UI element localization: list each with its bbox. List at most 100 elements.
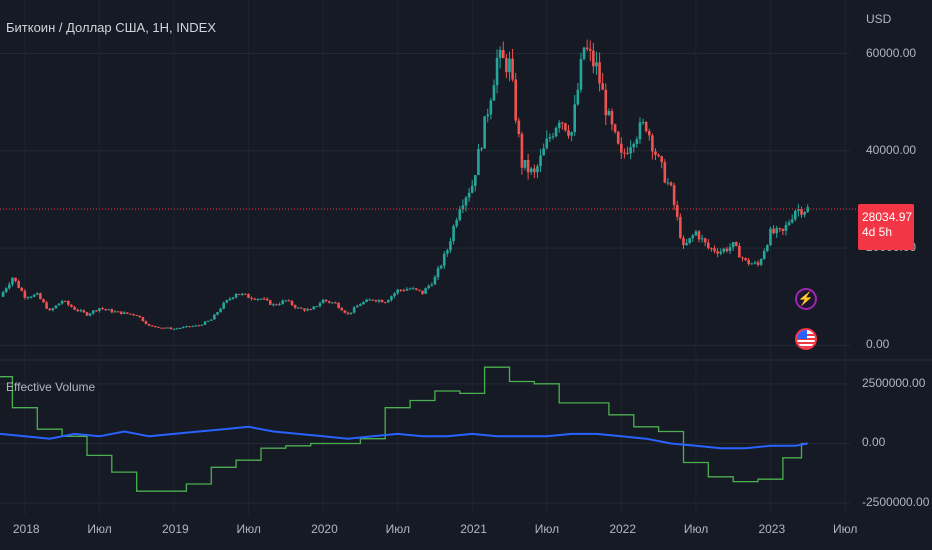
candle-body — [427, 285, 431, 289]
candle-body — [666, 182, 670, 184]
candle-body — [144, 321, 148, 325]
candle-body — [647, 131, 651, 136]
candle-body — [374, 300, 378, 302]
candle-body — [722, 248, 726, 252]
candle-body — [241, 293, 244, 295]
candle-body — [790, 219, 794, 223]
candle-body — [756, 262, 760, 265]
candle-body — [713, 248, 716, 252]
candle-body — [601, 83, 604, 90]
candle-body — [703, 238, 707, 243]
candle-body — [800, 208, 803, 215]
candle-body — [700, 238, 704, 240]
candle-body — [747, 259, 750, 265]
candle-body — [67, 301, 70, 305]
candle-body — [477, 149, 480, 176]
candle-body — [405, 289, 409, 291]
candle-body — [672, 185, 676, 206]
candle-body — [122, 312, 126, 314]
candle-body — [604, 89, 608, 116]
chart-title: Биткоин / Доллар США, 1H, INDEX — [6, 20, 216, 35]
candle-body — [63, 300, 67, 302]
candle-body — [284, 300, 288, 302]
candle-body — [45, 302, 48, 309]
candle-body — [54, 305, 58, 309]
candle-body — [694, 231, 698, 236]
candle-body — [324, 299, 328, 302]
candle-body — [455, 220, 458, 227]
candle-body — [300, 307, 303, 309]
candle-body — [268, 300, 272, 305]
candle-body — [778, 228, 782, 230]
candle-body — [430, 284, 434, 286]
time-tick-label: 2019 — [161, 522, 189, 536]
candle-body — [679, 216, 682, 238]
candle-body — [42, 299, 45, 303]
candle-body — [57, 303, 61, 306]
candle-body — [141, 317, 145, 322]
candle-body — [750, 263, 754, 265]
candle-body — [331, 302, 334, 304]
indicator-tick-label: 0.00 — [862, 435, 886, 450]
candle-body — [592, 50, 595, 67]
candle-body — [383, 302, 387, 304]
candle-body — [629, 147, 632, 154]
candle-body — [309, 309, 312, 311]
candle-body — [377, 300, 381, 302]
candle-body — [408, 288, 412, 290]
candle-body — [166, 327, 170, 329]
candle-body — [781, 228, 785, 231]
candle-body — [557, 122, 561, 128]
candle-body — [582, 47, 586, 59]
candle-body — [498, 49, 502, 58]
time-tick-label: 2018 — [12, 522, 40, 536]
candle-body — [520, 133, 524, 168]
candle-body — [725, 248, 729, 252]
last-price-value: 28034.97 — [862, 210, 913, 224]
candle-body — [312, 306, 316, 310]
us-flag-icon[interactable] — [795, 328, 817, 350]
candle-body — [793, 210, 797, 220]
candle-body — [753, 262, 757, 264]
candle-body — [79, 310, 83, 312]
candle-body — [514, 79, 517, 121]
candle-body — [247, 294, 250, 298]
candle-body — [806, 207, 810, 212]
candle-body — [185, 326, 188, 328]
candle-body — [598, 62, 601, 84]
candle-body — [486, 114, 490, 117]
candle-body — [697, 231, 701, 240]
candle-body — [641, 122, 645, 124]
candle-body — [480, 148, 483, 150]
candle-body — [14, 277, 17, 282]
lightning-icon[interactable]: ⚡ — [795, 288, 817, 310]
candle-body — [101, 308, 104, 310]
candle-body — [328, 301, 331, 303]
candle-body — [548, 137, 552, 139]
time-tick-label: Июл — [683, 522, 709, 536]
candle-body — [797, 208, 800, 211]
candle-body — [731, 242, 735, 248]
candle-body — [517, 120, 521, 134]
candle-body — [206, 320, 210, 322]
candle-body — [352, 307, 356, 313]
candle-body — [396, 289, 399, 294]
last-price-tag: 28034.97 4d 5h — [858, 204, 914, 250]
candle-body — [470, 185, 474, 193]
candle-body — [303, 308, 306, 311]
candle-body — [315, 306, 319, 308]
candle-body — [710, 248, 713, 250]
indicator-title[interactable]: Effective Volume — [6, 380, 96, 394]
candle-body — [250, 297, 253, 299]
time-tick-label: 2022 — [609, 522, 637, 536]
candle-body — [175, 328, 179, 330]
candle-body — [368, 299, 371, 301]
currency-label: USD — [866, 12, 892, 26]
candle-body — [110, 309, 114, 313]
candle-body — [191, 326, 194, 328]
candle-body — [219, 308, 222, 313]
candle-body — [293, 305, 297, 308]
candle-body — [11, 277, 14, 285]
candle-body — [570, 132, 573, 136]
